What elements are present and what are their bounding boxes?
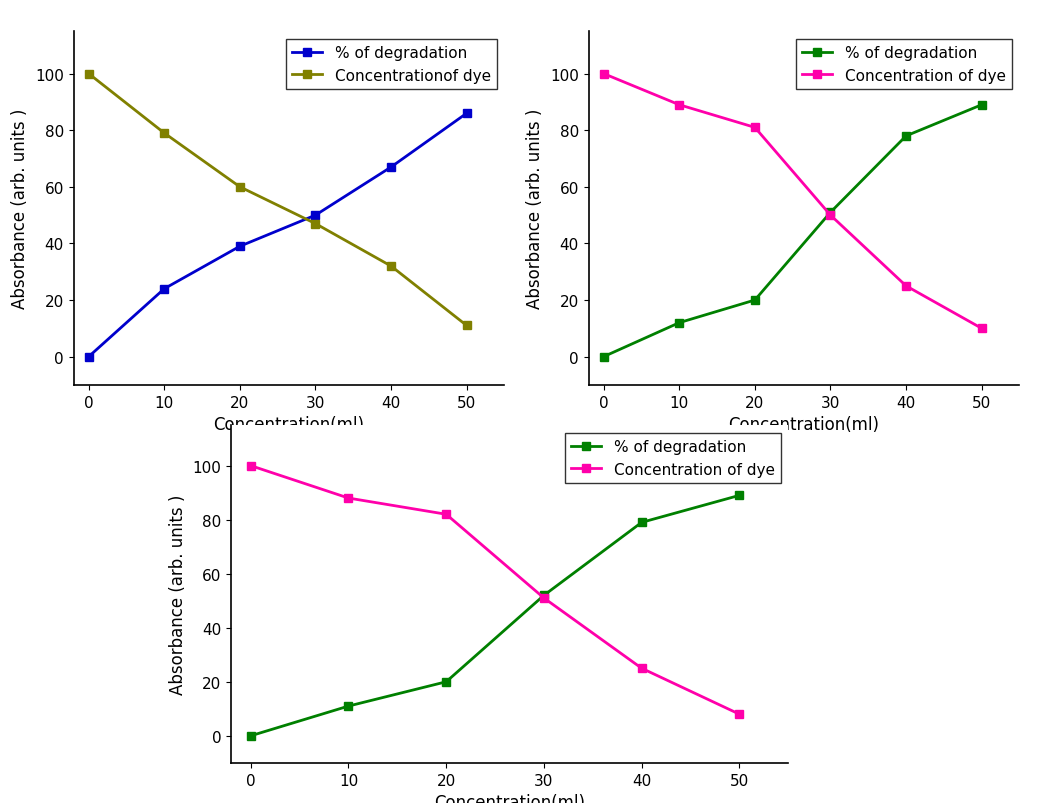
% of degradation — [538, 591, 551, 601]
Concentration of dye — [343, 494, 355, 503]
% of degradation — [734, 491, 746, 500]
Concentration of dye — [748, 124, 761, 133]
% of degradation — [597, 353, 610, 362]
Line: Concentration of dye: Concentration of dye — [247, 462, 743, 719]
Concentration of dye — [975, 324, 988, 334]
Concentrationof dye — [309, 219, 322, 229]
Concentration of dye — [538, 593, 551, 603]
Concentrationof dye — [233, 183, 246, 193]
% of degradation — [748, 296, 761, 305]
Concentrationof dye — [385, 262, 397, 271]
Concentration of dye — [245, 461, 257, 471]
% of degradation — [385, 163, 397, 173]
% of degradation — [233, 243, 246, 252]
% of degradation — [900, 132, 912, 141]
Concentration of dye — [900, 282, 912, 291]
% of degradation — [460, 109, 473, 119]
Concentration of dye — [673, 101, 685, 111]
% of degradation — [975, 101, 988, 111]
% of degradation — [343, 701, 355, 711]
Line: % of degradation: % of degradation — [599, 101, 986, 361]
Y-axis label: Absorbance (arb. units ): Absorbance (arb. units ) — [527, 108, 544, 309]
% of degradation — [636, 518, 648, 528]
Concentration of dye — [440, 510, 453, 520]
Concentrationof dye — [82, 70, 95, 79]
Legend: % of degradation, Concentration of dye: % of degradation, Concentration of dye — [564, 434, 781, 483]
% of degradation — [158, 284, 170, 294]
% of degradation — [673, 319, 685, 328]
Concentration of dye — [636, 663, 648, 673]
% of degradation — [440, 677, 453, 687]
X-axis label: Concentration(ml): Concentration(ml) — [728, 416, 880, 434]
Line: Concentrationof dye: Concentrationof dye — [84, 71, 471, 330]
% of degradation — [82, 353, 95, 362]
Line: % of degradation: % of degradation — [84, 110, 471, 361]
X-axis label: Concentration(ml): Concentration(ml) — [434, 793, 585, 803]
% of degradation — [245, 731, 257, 740]
Concentration of dye — [597, 70, 610, 79]
% of degradation — [309, 211, 322, 221]
Concentration of dye — [824, 211, 837, 221]
Concentrationof dye — [460, 321, 473, 331]
X-axis label: Concentration(ml): Concentration(ml) — [213, 416, 365, 434]
Legend: % of degradation, Concentrationof dye: % of degradation, Concentrationof dye — [286, 40, 497, 90]
Concentration of dye — [734, 710, 746, 719]
Legend: % of degradation, Concentration of dye: % of degradation, Concentration of dye — [796, 40, 1012, 90]
% of degradation — [824, 208, 837, 218]
Y-axis label: Absorbance (arb. units ): Absorbance (arb. units ) — [12, 108, 29, 309]
Line: % of degradation: % of degradation — [247, 491, 743, 740]
Line: Concentration of dye: Concentration of dye — [599, 71, 986, 333]
Y-axis label: Absorbance (arb. units ): Absorbance (arb. units ) — [169, 494, 187, 695]
Concentrationof dye — [158, 129, 170, 139]
